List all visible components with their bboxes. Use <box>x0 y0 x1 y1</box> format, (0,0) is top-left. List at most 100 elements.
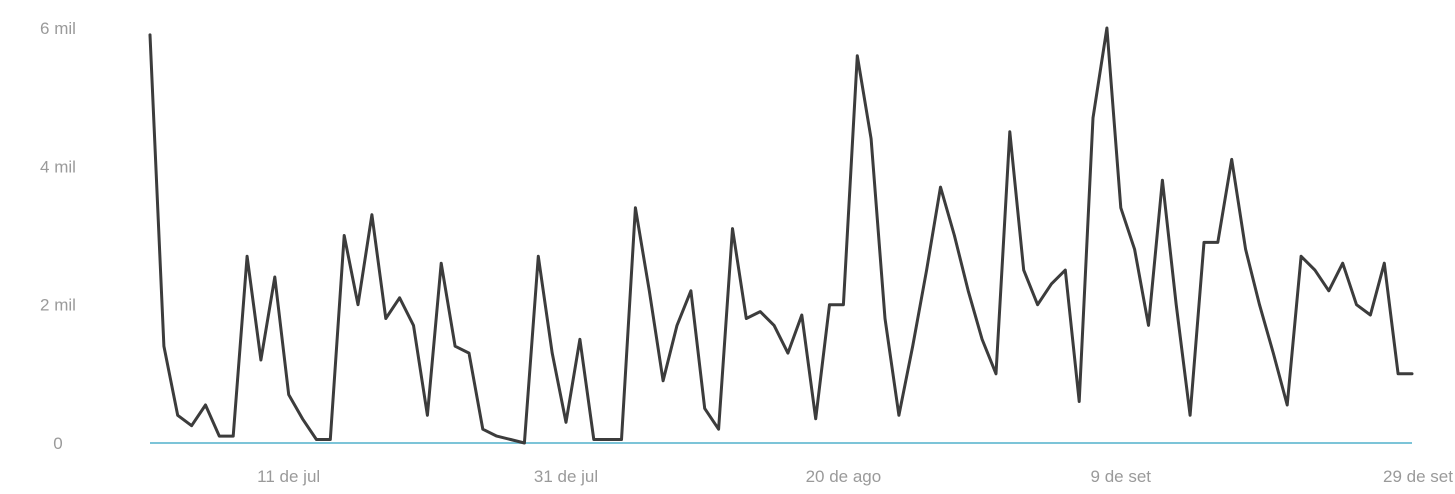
data-point <box>675 324 679 327</box>
data-point <box>1286 403 1289 407</box>
data-point <box>481 428 484 431</box>
x-tick-label: 20 de ago <box>806 467 882 486</box>
data-point <box>661 379 665 382</box>
data-point <box>537 255 540 258</box>
data-point <box>273 275 276 279</box>
data-point <box>259 358 263 362</box>
data-point <box>453 345 457 348</box>
data-point <box>495 434 498 438</box>
data-point <box>1410 372 1414 375</box>
data-point <box>856 54 859 57</box>
data-point <box>911 345 914 348</box>
data-point <box>1133 248 1136 251</box>
data-point <box>176 414 179 417</box>
y-tick-label: 2 mil <box>40 296 76 315</box>
data-point <box>467 351 471 355</box>
data-point <box>925 268 928 272</box>
y-axis: 0 2 mil 4 mil 6 mil <box>40 19 76 453</box>
data-point <box>412 324 415 327</box>
data-point <box>523 441 526 445</box>
data-point <box>204 403 207 407</box>
data-point <box>745 317 748 320</box>
data-point <box>1202 241 1206 244</box>
data-point <box>592 438 595 441</box>
data-point <box>1299 255 1303 258</box>
data-point <box>1091 116 1095 120</box>
data-point <box>1050 282 1053 286</box>
data-point <box>814 417 817 420</box>
data-point <box>953 234 956 237</box>
data-point <box>994 372 998 375</box>
data-point <box>606 438 609 441</box>
data-point <box>1064 268 1067 272</box>
y-tick-label: 0 <box>53 434 62 453</box>
x-tick-label: 9 de set <box>1091 467 1152 486</box>
data-point <box>786 351 790 355</box>
y-tick-label: 4 mil <box>40 157 76 176</box>
data-point <box>343 234 346 237</box>
data-point <box>842 303 845 306</box>
data-point <box>703 407 706 410</box>
data-point <box>440 262 443 265</box>
data-point <box>1327 289 1331 292</box>
data-point <box>1341 262 1344 265</box>
data-point <box>731 227 734 230</box>
data-point <box>384 317 387 320</box>
data-point <box>620 438 623 441</box>
data-point <box>148 33 152 37</box>
data-point <box>1383 262 1386 265</box>
data-point <box>190 424 193 427</box>
data-point <box>426 414 429 417</box>
data-point <box>356 303 360 306</box>
data-point <box>1078 400 1081 403</box>
data-point <box>1272 351 1275 355</box>
data-point <box>1119 206 1123 209</box>
data-point <box>1258 303 1261 306</box>
data-point <box>301 417 304 420</box>
data-point <box>634 206 637 209</box>
data-point <box>1036 303 1039 306</box>
data-point <box>1008 130 1011 133</box>
data-point <box>689 289 693 292</box>
data-point <box>980 338 984 341</box>
data-point <box>883 317 887 320</box>
data-point <box>551 351 554 355</box>
data-point <box>1161 179 1164 182</box>
data-point <box>828 303 831 306</box>
data-point <box>648 289 651 292</box>
data-point <box>1369 313 1372 317</box>
data-point <box>800 313 803 317</box>
data-point <box>162 345 166 348</box>
data-point <box>218 434 221 438</box>
data-point <box>509 438 512 441</box>
data-point <box>967 289 970 292</box>
data-point <box>287 393 290 396</box>
data-point <box>939 185 942 189</box>
data-point <box>1175 303 1178 306</box>
data-point <box>370 213 374 216</box>
data-point <box>578 338 582 341</box>
data-point <box>1230 158 1233 161</box>
x-tick-label: 29 de set <box>1383 467 1453 486</box>
data-point <box>1244 248 1247 251</box>
y-tick-label: 6 mil <box>40 19 76 38</box>
data-point <box>717 428 720 431</box>
data-point <box>1216 241 1220 244</box>
data-point <box>1105 26 1109 30</box>
data-point <box>759 310 762 313</box>
data-point <box>398 296 401 299</box>
data-point <box>1355 303 1358 306</box>
data-point <box>1188 414 1192 417</box>
data-point <box>1147 324 1150 327</box>
data-point <box>564 421 568 424</box>
data-point <box>315 438 318 441</box>
data-point <box>772 324 776 327</box>
data-point <box>869 137 873 140</box>
data-point <box>1022 268 1025 272</box>
data-point <box>1396 372 1400 375</box>
series-line <box>148 26 1414 445</box>
data-point <box>232 434 235 438</box>
data-point <box>1313 268 1317 272</box>
x-axis: 11 de jul 31 de jul 20 de ago 9 de set 29 de… <box>257 467 1453 486</box>
